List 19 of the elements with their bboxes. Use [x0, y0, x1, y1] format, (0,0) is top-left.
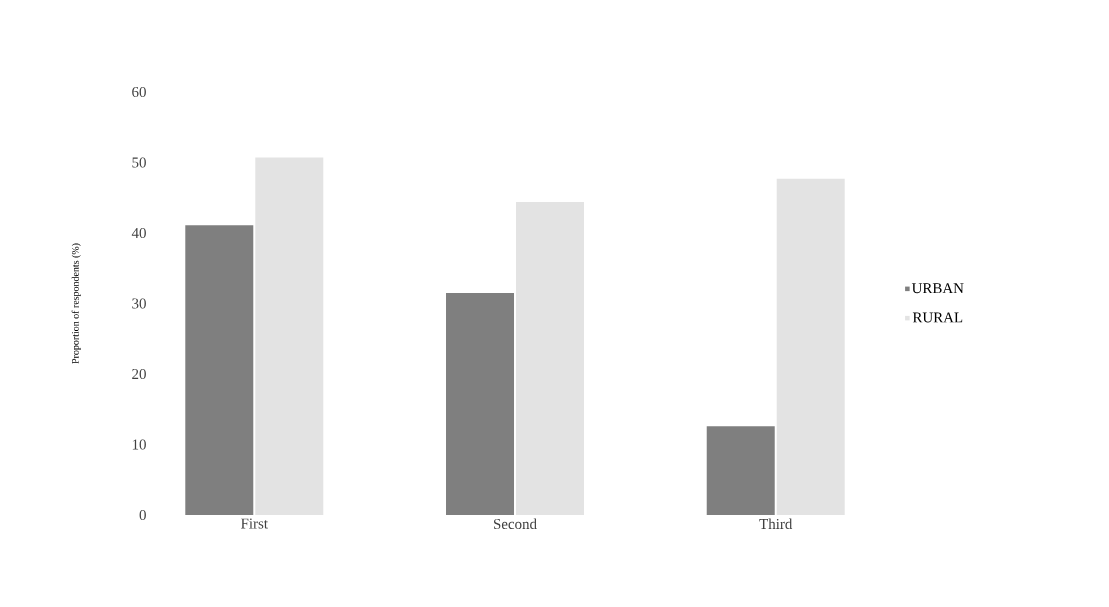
y-tick-label: 30: [132, 298, 146, 309]
bar: [706, 426, 775, 515]
bar: [776, 178, 845, 515]
y-tick-label: 40: [131, 227, 146, 239]
x-tick-label: Third: [759, 518, 793, 530]
x-tick-label: First: [241, 518, 268, 529]
bar: [516, 201, 584, 515]
bar: [185, 225, 254, 515]
y-tick-label: 0: [139, 509, 146, 521]
y-tick-label: 10: [132, 439, 146, 450]
legend-label: RURAL: [912, 312, 963, 323]
y-axis-title: Proportion of respondents (%): [71, 243, 81, 364]
y-tick-label: 50: [132, 157, 146, 168]
y-tick-label: 60: [132, 86, 146, 98]
bar: [255, 157, 324, 515]
x-tick-label: Second: [494, 518, 537, 530]
bar: [446, 292, 515, 515]
legend-label: URBAN: [911, 283, 964, 294]
y-tick-label: 20: [132, 368, 146, 380]
